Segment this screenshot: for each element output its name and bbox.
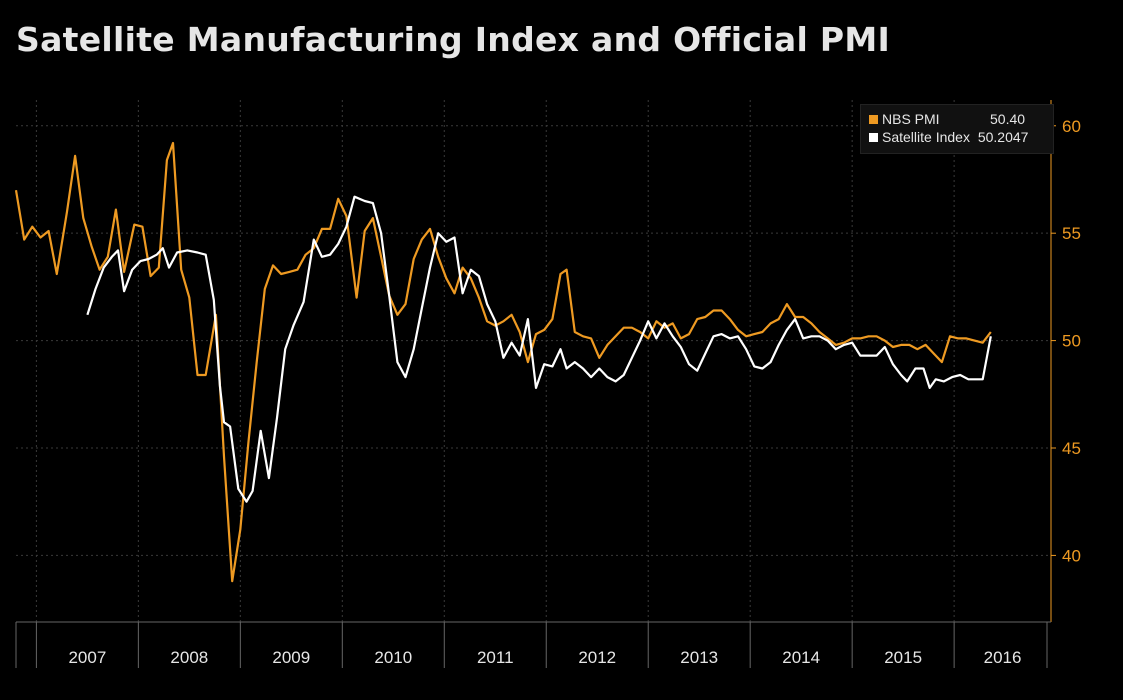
- series-line-nbs-pmi: [14, 141, 992, 583]
- chart-title: Satellite Manufacturing Index and Offici…: [16, 20, 891, 59]
- x-tick-label-2015: 2015: [884, 648, 922, 667]
- series-line-satellite-index: [86, 195, 992, 503]
- legend-value-nbs-pmi: 50.40: [990, 111, 1026, 127]
- x-tick-label-2011: 2011: [477, 648, 514, 667]
- y-tick-label-50: 50: [1062, 332, 1081, 351]
- legend-item-nbs-pmi: NBS PMI 50.40: [869, 111, 1025, 129]
- x-tick-label-2012: 2012: [578, 648, 616, 667]
- x-tick-label-2013: 2013: [680, 648, 718, 667]
- x-tick-label-2016: 2016: [984, 648, 1022, 667]
- legend: NBS PMI 50.40 Satellite Index 50.2047: [860, 104, 1054, 154]
- legend-swatch-satellite-index: [869, 133, 878, 142]
- x-tick-label-2007: 2007: [68, 648, 106, 667]
- y-tick-label-45: 45: [1062, 439, 1081, 458]
- legend-label-nbs-pmi: NBS PMI: [882, 111, 940, 127]
- y-tick-label-60: 60: [1062, 117, 1081, 136]
- x-tick-label-2014: 2014: [782, 648, 820, 667]
- x-tick-label-2009: 2009: [272, 648, 310, 667]
- y-tick-label-55: 55: [1062, 224, 1081, 243]
- legend-label-satellite-index: Satellite Index: [882, 129, 970, 145]
- x-tick-label-2010: 2010: [374, 648, 412, 667]
- y-tick-label-40: 40: [1062, 546, 1081, 565]
- legend-value-satellite-index: 50.2047: [977, 129, 1029, 145]
- x-tick-label-2008: 2008: [170, 648, 208, 667]
- legend-swatch-nbs-pmi: [869, 115, 878, 124]
- legend-item-satellite-index: Satellite Index 50.2047: [869, 129, 1028, 147]
